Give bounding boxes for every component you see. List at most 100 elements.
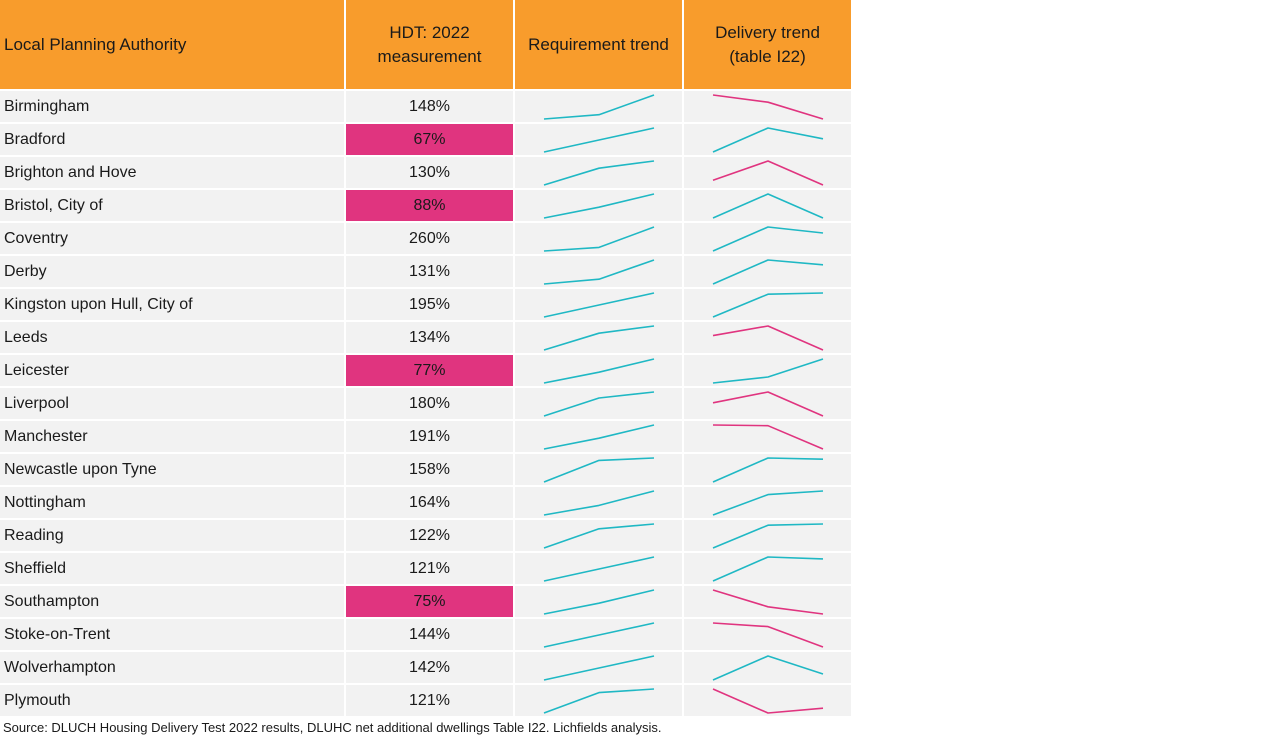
hdt-value: 144% (345, 617, 515, 651)
delivery-trend-cell (683, 650, 851, 684)
delivery-trend-line (712, 159, 823, 186)
requirement-trend-cell (514, 452, 684, 486)
lpa-name: Stoke-on-Trent (0, 617, 346, 651)
requirement-trend-sparkline (543, 621, 654, 648)
header-delivery: Delivery trend (table I22) (683, 0, 851, 90)
table-row: Coventry 260% (0, 221, 851, 255)
delivery-trend-cell (683, 155, 851, 189)
lpa-name: Southampton (0, 584, 346, 618)
delivery-trend-sparkline (712, 357, 823, 384)
delivery-trend-cell (683, 386, 851, 420)
hdt-value: 164% (345, 485, 515, 519)
requirement-trend-sparkline (543, 225, 654, 252)
requirement-trend-cell (514, 650, 684, 684)
delivery-trend-cell (683, 551, 851, 585)
delivery-trend-cell (683, 683, 851, 716)
requirement-trend-line (543, 159, 654, 186)
hdt-value: 77% (345, 353, 515, 387)
requirement-trend-sparkline (543, 654, 654, 681)
delivery-trend-sparkline (712, 687, 823, 714)
delivery-trend-sparkline (712, 456, 823, 483)
delivery-trend-cell (683, 221, 851, 255)
table-row: Wolverhampton 142% (0, 650, 851, 684)
requirement-trend-cell (514, 419, 684, 453)
requirement-trend-sparkline (543, 390, 654, 417)
delivery-trend-sparkline (712, 258, 823, 285)
lpa-name: Leeds (0, 320, 346, 354)
table-row: Leicester 77% (0, 353, 851, 387)
requirement-trend-line (543, 555, 654, 582)
delivery-trend-sparkline (712, 423, 823, 450)
delivery-trend-cell (683, 254, 851, 288)
requirement-trend-line (543, 588, 654, 615)
delivery-trend-cell (683, 122, 851, 156)
requirement-trend-line (543, 687, 654, 714)
table-row: Stoke-on-Trent 144% (0, 617, 851, 651)
requirement-trend-cell (514, 188, 684, 222)
hdt-value: 88% (345, 188, 515, 222)
requirement-trend-sparkline (543, 687, 654, 714)
delivery-trend-cell (683, 188, 851, 222)
lpa-name: Manchester (0, 419, 346, 453)
requirement-trend-cell (514, 89, 684, 123)
requirement-trend-cell (514, 551, 684, 585)
hdt-value: 67% (345, 122, 515, 156)
hdt-value: 260% (345, 221, 515, 255)
header-lpa: Local Planning Authority (0, 0, 346, 90)
lpa-name: Derby (0, 254, 346, 288)
header-lpa-label: Local Planning Authority (4, 34, 187, 54)
lpa-name: Coventry (0, 221, 346, 255)
lpa-name: Bradford (0, 122, 346, 156)
delivery-trend-line (712, 522, 823, 549)
table-row: Plymouth 121% (0, 683, 851, 716)
table-row: Liverpool 180% (0, 386, 851, 420)
header-requirement: Requirement trend (514, 0, 684, 90)
table-row: Manchester 191% (0, 419, 851, 453)
header-requirement-label: Requirement trend (528, 34, 669, 54)
requirement-trend-line (543, 621, 654, 648)
lpa-name: Kingston upon Hull, City of (0, 287, 346, 321)
requirement-trend-sparkline (543, 423, 654, 450)
delivery-trend-line (712, 456, 823, 483)
delivery-trend-sparkline (712, 93, 823, 120)
lpa-name: Plymouth (0, 683, 346, 716)
requirement-trend-cell (514, 518, 684, 552)
requirement-trend-cell (514, 617, 684, 651)
requirement-trend-cell (514, 683, 684, 716)
delivery-trend-sparkline (712, 159, 823, 186)
table-body: Birmingham 148% Bradford 67% Brighton and Ho… (0, 89, 851, 716)
delivery-trend-line (712, 258, 823, 285)
header-hdt: HDT: 2022 measurement (345, 0, 515, 90)
requirement-trend-cell (514, 155, 684, 189)
requirement-trend-cell (514, 221, 684, 255)
requirement-trend-sparkline (543, 324, 654, 351)
delivery-trend-cell (683, 287, 851, 321)
requirement-trend-line (543, 192, 654, 219)
hdt-table: Local Planning Authority HDT: 2022 measur… (0, 0, 851, 716)
table-row: Derby 131% (0, 254, 851, 288)
requirement-trend-sparkline (543, 126, 654, 153)
hdt-value: 121% (345, 683, 515, 716)
table-row: Brighton and Hove 130% (0, 155, 851, 189)
lpa-name: Wolverhampton (0, 650, 346, 684)
requirement-trend-line (543, 456, 654, 483)
lpa-name: Leicester (0, 353, 346, 387)
lpa-name: Sheffield (0, 551, 346, 585)
source-note: Source: DLUCH Housing Delivery Test 2022… (3, 720, 662, 735)
delivery-trend-line (712, 687, 823, 714)
delivery-trend-sparkline (712, 126, 823, 153)
requirement-trend-line (543, 291, 654, 318)
hdt-value: 122% (345, 518, 515, 552)
requirement-trend-sparkline (543, 291, 654, 318)
lpa-name: Nottingham (0, 485, 346, 519)
hdt-value: 75% (345, 584, 515, 618)
requirement-trend-line (543, 225, 654, 252)
header-delivery-line2: (table I22) (729, 46, 806, 66)
requirement-trend-line (543, 357, 654, 384)
requirement-trend-sparkline (543, 357, 654, 384)
delivery-trend-sparkline (712, 489, 823, 516)
requirement-trend-cell (514, 485, 684, 519)
hdt-value: 134% (345, 320, 515, 354)
table-row: Birmingham 148% (0, 89, 851, 123)
delivery-trend-sparkline (712, 225, 823, 252)
